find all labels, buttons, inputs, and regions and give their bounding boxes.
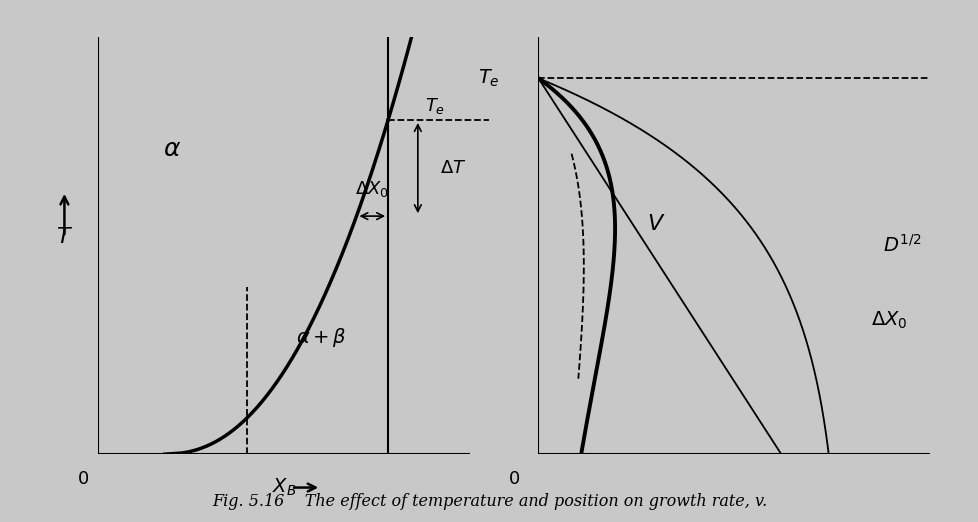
Text: $T_e$: $T_e$ — [477, 68, 499, 89]
Text: $D^{1/2}$: $D^{1/2}$ — [882, 234, 920, 256]
Text: $\Delta X_0$: $\Delta X_0$ — [870, 310, 907, 331]
Text: Fig. 5.16    The effect of temperature and position on growth rate, v.: Fig. 5.16 The effect of temperature and … — [211, 493, 767, 509]
Text: 0: 0 — [509, 470, 520, 488]
Text: 0: 0 — [77, 470, 89, 488]
Text: $T$: $T$ — [56, 227, 72, 247]
Text: $\Delta T$: $\Delta T$ — [440, 159, 467, 177]
Text: $T_e$: $T_e$ — [424, 96, 445, 116]
Text: $\Delta X_0$: $\Delta X_0$ — [355, 180, 389, 199]
Text: $\alpha$: $\alpha$ — [163, 137, 181, 161]
Text: $V$: $V$ — [646, 215, 664, 234]
Text: $\alpha + \beta$: $\alpha + \beta$ — [295, 326, 346, 349]
Text: $X_B$: $X_B$ — [271, 477, 296, 498]
